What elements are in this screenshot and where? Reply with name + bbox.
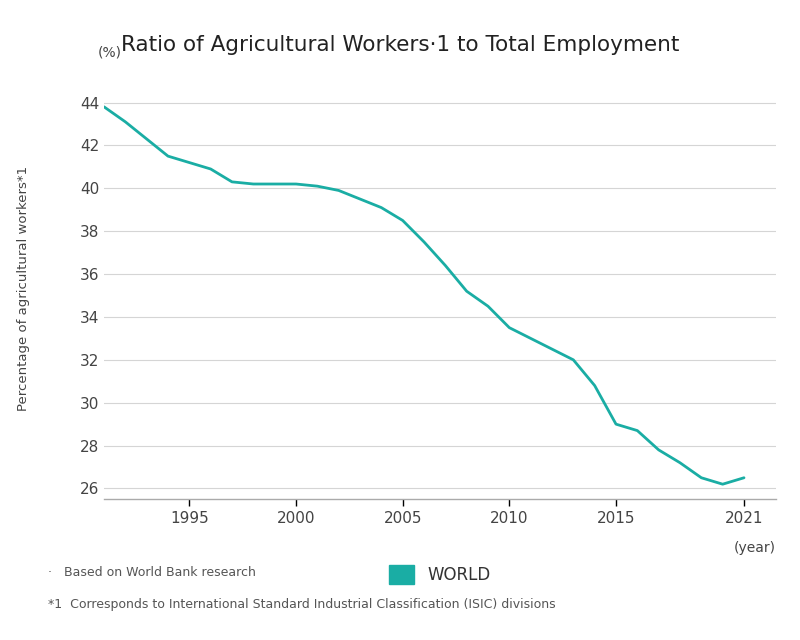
Text: ·   Based on World Bank research: · Based on World Bank research <box>48 566 256 579</box>
Text: Ratio of Agricultural Workers·1 to Total Employment: Ratio of Agricultural Workers·1 to Total… <box>121 35 679 55</box>
Text: *1  Corresponds to International Standard Industrial Classification (ISIC) divis: *1 Corresponds to International Standard… <box>48 598 556 611</box>
Text: (%): (%) <box>98 46 122 60</box>
Text: Percentage of agricultural workers*1: Percentage of agricultural workers*1 <box>18 165 30 411</box>
Text: (year): (year) <box>734 541 776 556</box>
Legend: WORLD: WORLD <box>390 564 490 584</box>
